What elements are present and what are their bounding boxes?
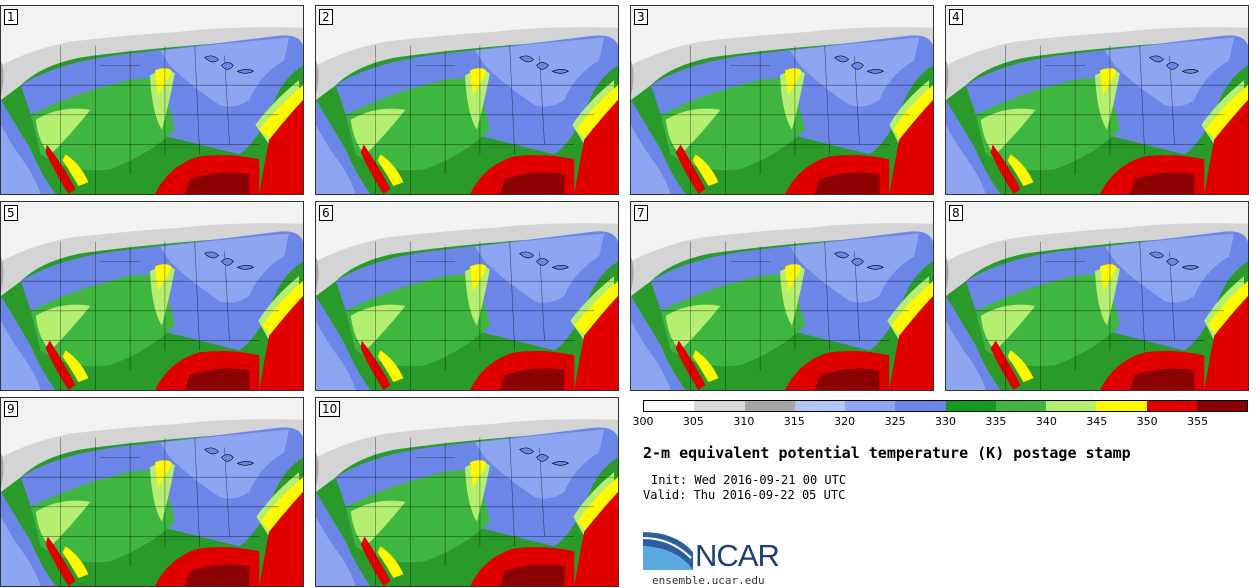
figure-title: 2-m equivalent potential temperature (K)… <box>643 444 1131 462</box>
colorbar-tick-label: 300 <box>632 415 654 428</box>
colorbar-ticks: 300 305 310 315 320 325 330 335 340 345 350 355 <box>633 415 1248 429</box>
map-image <box>631 6 933 194</box>
colorbar-tick-label: 355 <box>1187 415 1209 428</box>
colorbar-segment <box>1146 401 1197 411</box>
ncar-logo-icon <box>642 532 693 570</box>
member-number-label: 7 <box>634 205 648 221</box>
ensemble-map-panel: 4 <box>945 5 1249 195</box>
colorbar-tick-label: 335 <box>985 415 1007 428</box>
colorbar-tick-label: 345 <box>1086 415 1108 428</box>
ensemble-map-panel: 5 <box>0 201 304 391</box>
map-image <box>316 398 618 586</box>
colorbar <box>643 400 1248 412</box>
website-url: ensemble.ucar.edu <box>652 574 765 587</box>
init-time: Init: Wed 2016-09-21 00 UTC <box>651 473 847 487</box>
colorbar-segment <box>945 401 996 411</box>
colorbar-segment <box>644 401 695 411</box>
map-image <box>946 6 1248 194</box>
ensemble-map-panel: 10 <box>315 397 619 587</box>
map-image <box>316 202 618 390</box>
member-number-label: 5 <box>4 205 18 221</box>
member-number-label: 4 <box>949 9 963 25</box>
member-number-label: 9 <box>4 401 18 417</box>
map-image <box>316 6 618 194</box>
ensemble-map-panel: 8 <box>945 201 1249 391</box>
map-image <box>1 398 303 586</box>
colorbar-tick-label: 305 <box>682 415 704 428</box>
map-image <box>631 202 933 390</box>
ncar-logo-text: NCAR <box>695 538 780 573</box>
member-number-label: 6 <box>319 205 333 221</box>
colorbar-segment <box>1046 401 1097 411</box>
colorbar-tick-label: 330 <box>935 415 956 428</box>
colorbar-segment <box>1196 401 1247 411</box>
colorbar-tick-label: 315 <box>783 415 805 428</box>
colorbar-tick-label: 340 <box>1035 415 1057 428</box>
colorbar-segment <box>794 401 845 411</box>
member-number-label: 1 <box>4 9 18 25</box>
member-number-label: 3 <box>634 9 648 25</box>
member-number-label: 2 <box>319 9 333 25</box>
map-image <box>946 202 1248 390</box>
ensemble-map-panel: 6 <box>315 201 619 391</box>
map-image <box>1 202 303 390</box>
ensemble-map-panel: 1 <box>0 5 304 195</box>
ensemble-map-panel: 2 <box>315 5 619 195</box>
map-image <box>1 6 303 194</box>
member-number-label: 10 <box>319 401 341 417</box>
colorbar-segment <box>694 401 745 411</box>
colorbar-segment <box>995 401 1046 411</box>
valid-time: Valid: Thu 2016-09-22 05 UTC <box>643 488 846 502</box>
colorbar-tick-label: 320 <box>834 415 856 428</box>
ensemble-map-panel: 9 <box>0 397 304 587</box>
colorbar-segment <box>744 401 795 411</box>
member-number-label: 8 <box>949 205 963 221</box>
colorbar-segment <box>845 401 896 411</box>
colorbar-segment <box>895 401 946 411</box>
ensemble-map-panel: 7 <box>630 201 934 391</box>
ensemble-map-panel: 3 <box>630 5 934 195</box>
colorbar-segment <box>1096 401 1147 411</box>
colorbar-tick-label: 325 <box>884 415 906 428</box>
colorbar-tick-label: 310 <box>733 415 755 428</box>
colorbar-tick-label: 350 <box>1136 415 1158 428</box>
